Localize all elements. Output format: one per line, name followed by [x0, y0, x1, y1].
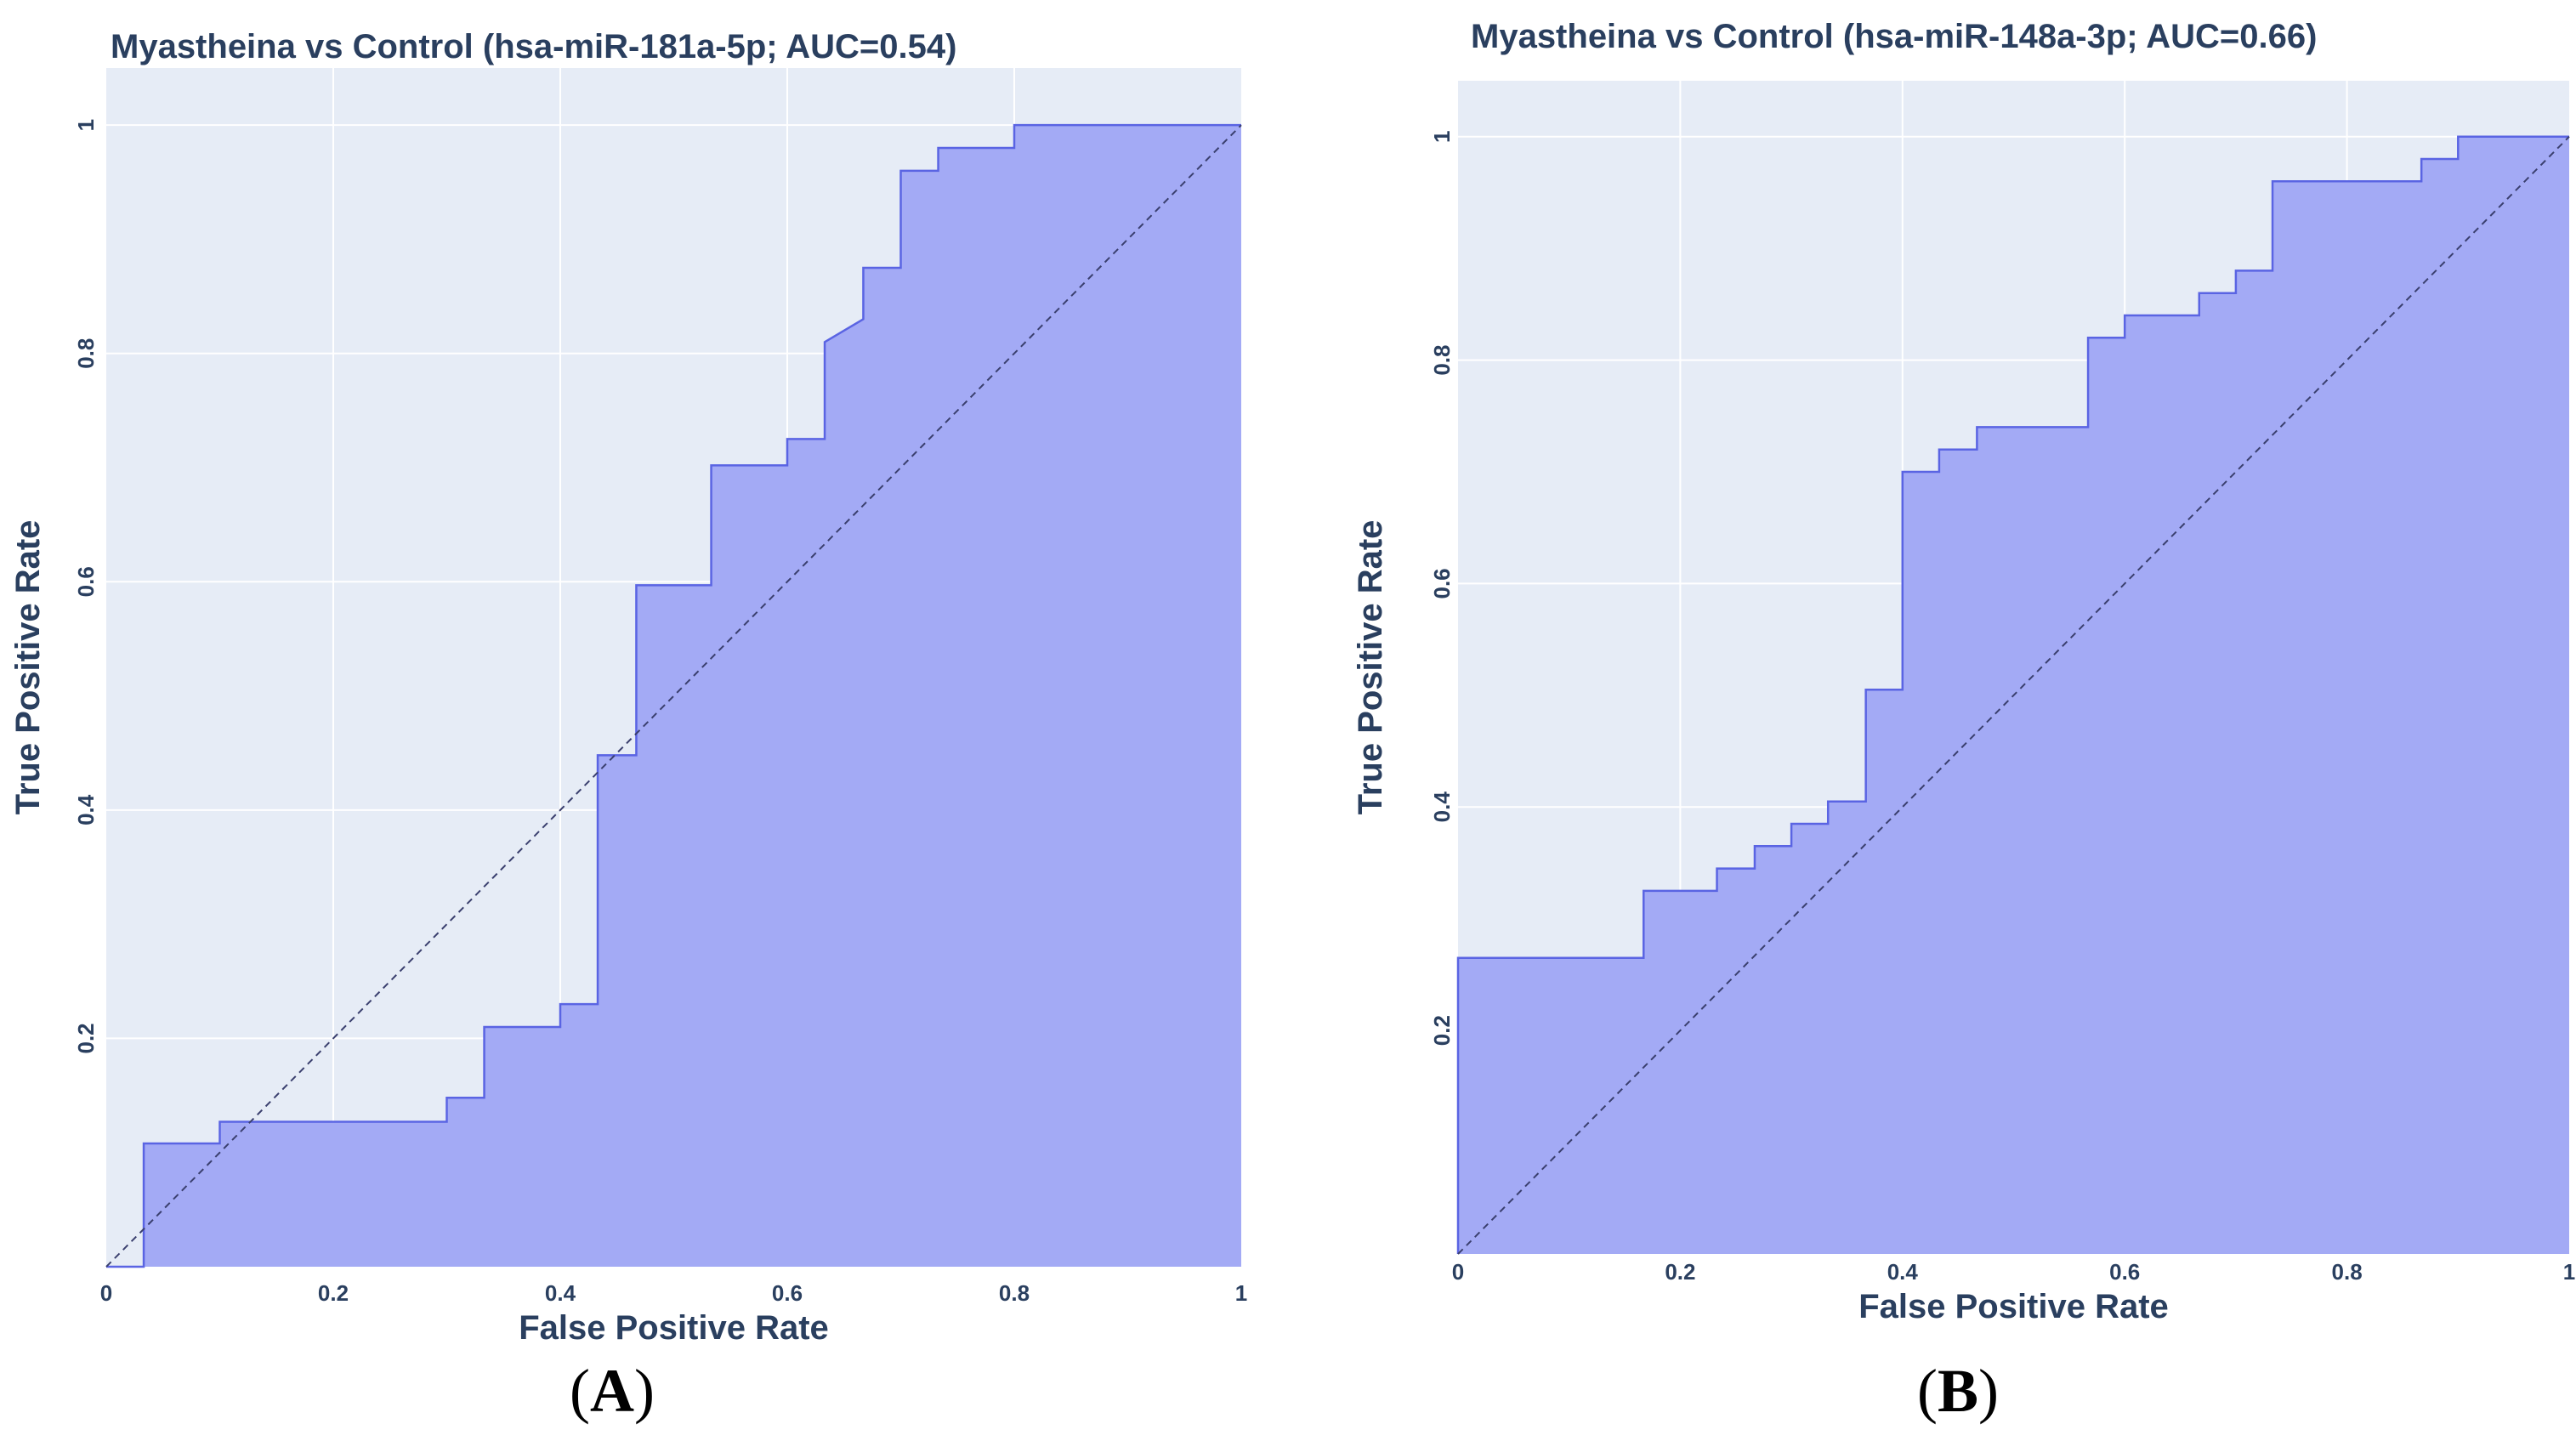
y-tick-label: 0.8: [1429, 344, 1455, 375]
x-tick-label: 0.8: [999, 1280, 1030, 1306]
x-tick-label: 0.4: [1887, 1259, 1919, 1285]
y-tick-label: 0.6: [73, 566, 99, 597]
x-axis-title: False Positive Rate: [1858, 1288, 2169, 1325]
x-tick-label: 0.2: [318, 1280, 349, 1306]
x-axis-title: False Positive Rate: [519, 1309, 829, 1347]
chance-diagonal-line: [105, 124, 1242, 1268]
y-tick-label: 0.2: [73, 1023, 99, 1053]
chart-title: Myastheina vs Control (hsa-miR-148a-3p; …: [1471, 18, 2317, 55]
roc-curve-line: [1456, 135, 2569, 1254]
y-axis-title: True Positive Rate: [1352, 520, 1389, 815]
y-tick-label: 0.4: [1429, 791, 1455, 823]
y-tick-label: 1: [73, 119, 99, 131]
chance-diagonal-line: [1457, 136, 2570, 1255]
x-tick-label: 0.8: [2332, 1259, 2363, 1285]
panel-label-b: (B): [1917, 1357, 1999, 1425]
x-tick-label: 0: [100, 1280, 112, 1306]
x-tick-label: 0.4: [545, 1280, 576, 1306]
chart-title: Myastheina vs Control (hsa-miR-181a-5p; …: [111, 28, 956, 65]
roc-chart-panel-a: 0 0.2 0.4 0.6 0.8 1 0.2 0.4 0.6 0.8 1 Myastheina vs…: [9, 28, 1247, 1425]
roc-chart-panel-b: 0 0.2 0.4 0.6 0.8 1 0.2 0.4 0.6 0.8 1 Myastheina vs…: [1288, 0, 2576, 1441]
x-tick-label: 0.6: [772, 1280, 803, 1306]
roc-chart-b: 0 0.2 0.4 0.6 0.8 1 0.2 0.4 0.6 0.8 1 Myastheina vs…: [1352, 18, 2575, 1325]
x-tick-label: 0: [1452, 1259, 1464, 1285]
x-tick-label: 1: [1235, 1280, 1247, 1306]
y-tick-label: 0.4: [73, 794, 99, 825]
y-tick-label: 1: [1429, 130, 1455, 142]
x-tick-label: 0.6: [2109, 1259, 2140, 1285]
roc-curve-line: [106, 123, 1241, 1268]
roc-chart-a: 0 0.2 0.4 0.6 0.8 1 0.2 0.4 0.6 0.8 1 Myastheina vs…: [9, 28, 1247, 1347]
panel-label-a: (A): [570, 1357, 655, 1425]
y-tick-label: 0.8: [73, 338, 99, 369]
y-tick-label: 0.6: [1429, 568, 1455, 599]
y-tick-label: 0.2: [1429, 1015, 1455, 1046]
y-axis-title: True Positive Rate: [9, 520, 47, 815]
x-tick-label: 0.2: [1665, 1259, 1695, 1285]
x-tick-label: 1: [2563, 1259, 2575, 1285]
